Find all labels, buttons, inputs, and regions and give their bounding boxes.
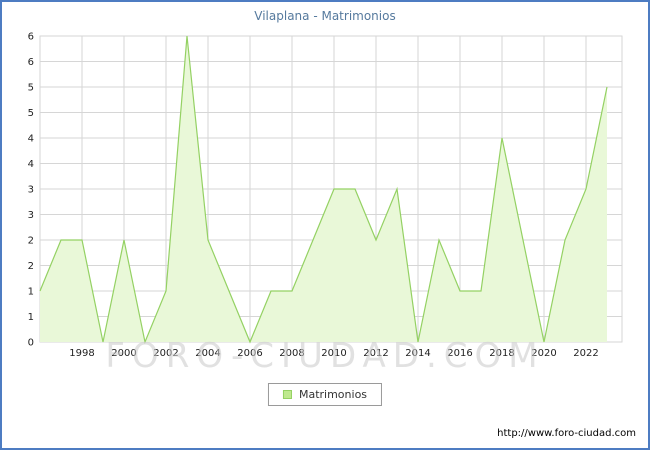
legend-label: Matrimonios [298,388,368,401]
y-tick-label: 2 [28,261,34,272]
x-tick-label: 2022 [573,348,598,359]
y-tick-label: 0 [28,338,34,349]
x-tick-label: 2006 [237,348,262,359]
x-tick-label: 2012 [363,348,388,359]
y-tick-label: 2 [28,236,34,247]
source-url: http://www.foro-ciudad.com [497,428,636,439]
x-tick-label: 2018 [489,348,514,359]
y-tick-label: 3 [28,185,34,196]
y-tick-label: 5 [28,108,34,119]
x-tick-label: 2004 [195,348,220,359]
chart-title: Vilaplana - Matrimonios [254,9,396,23]
series-area-fill [40,36,607,342]
y-tick-label: 5 [28,83,34,94]
y-tick-label: 1 [28,312,34,323]
y-tick-label: 3 [28,210,34,221]
y-tick-label: 1 [28,287,34,298]
x-tick-label: 2008 [279,348,304,359]
x-tick-label: 2014 [405,348,430,359]
y-tick-label: 6 [28,57,34,68]
y-tick-label: 4 [28,134,34,145]
x-tick-label: 1998 [69,348,94,359]
x-tick-label: 2010 [321,348,346,359]
y-tick-label: 6 [28,32,34,43]
series-line [39,35,608,345]
x-tick-label: 2002 [153,348,178,359]
x-tick-label: 2020 [531,348,556,359]
x-tick-label: 2016 [447,348,472,359]
legend-swatch [282,390,292,399]
chart-legend: Matrimonios [267,383,383,406]
x-tick-label: 2000 [111,348,136,359]
y-tick-label: 4 [28,159,34,170]
